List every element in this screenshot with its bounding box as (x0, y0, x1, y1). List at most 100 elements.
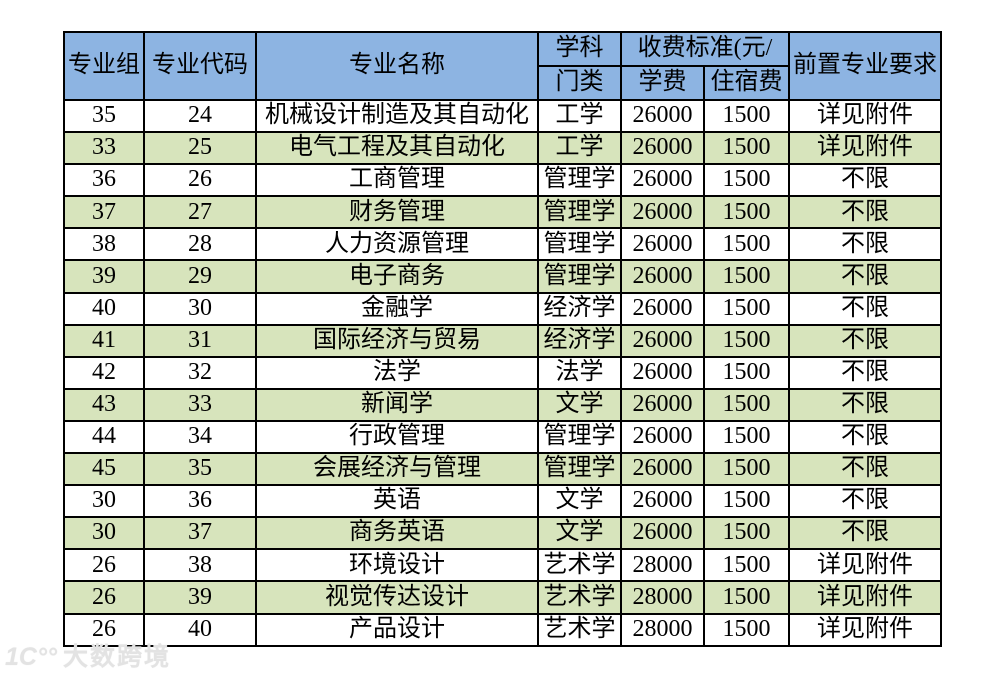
cell-major-group: 30 (63, 516, 145, 551)
cell-accommodation: 1500 (702, 387, 791, 422)
cell-subject-category: 管理学 (537, 227, 622, 262)
cell-major-code: 27 (143, 195, 257, 230)
header-row-2: 门类 学费 住宿费 (64, 65, 941, 101)
cell-prerequisite: 详见附件 (788, 98, 943, 134)
cell-prerequisite: 不限 (788, 355, 943, 390)
cell-tuition: 26000 (620, 163, 705, 198)
cell-major-name: 国际经济与贸易 (255, 323, 539, 358)
cell-prerequisite: 详见附件 (788, 612, 943, 647)
header-row-1: 专业组 专业代码 专业名称 学科 收费标准(元/ 前置专业要求 (63, 31, 943, 101)
cell-major-group: 40 (63, 291, 145, 326)
table-row: 41 31 国际经济与贸易 经济学 26000 1500 不限 (63, 323, 943, 358)
table-row: 39 29 电子商务 管理学 26000 1500 不限 (63, 259, 943, 294)
table-row: 30 36 英语 文学 26000 1500 不限 (63, 484, 943, 519)
cell-major-group: 26 (63, 580, 145, 615)
header-fee-standard: 收费标准(元/ (619, 31, 791, 67)
cell-major-group: 26 (63, 548, 145, 583)
table-row: 33 25 电气工程及其自动化 工学 26000 1500 详见附件 (63, 131, 943, 166)
cell-accommodation: 1500 (702, 355, 791, 390)
cell-major-code: 34 (143, 419, 257, 455)
cell-accommodation: 1500 (702, 227, 791, 262)
cell-major-name: 英语 (255, 484, 539, 519)
cell-subject-category: 工学 (537, 131, 622, 166)
cell-subject-category: 经济学 (537, 323, 622, 358)
cell-prerequisite: 不限 (788, 387, 943, 422)
cell-major-code: 24 (143, 98, 257, 134)
cell-major-name: 产品设计 (255, 612, 539, 647)
cell-major-name: 会展经济与管理 (255, 452, 539, 487)
cell-major-name: 财务管理 (255, 195, 539, 230)
table-row: 43 33 新闻学 文学 26000 1500 不限 (63, 387, 943, 422)
cell-major-group: 43 (63, 387, 145, 422)
cell-major-name: 金融学 (255, 291, 539, 326)
majors-fee-table: 专业组 专业代码 专业名称 学科 收费标准(元/ 前置专业要求 门类 学费 住宿… (63, 31, 943, 647)
cell-accommodation: 1500 (702, 323, 791, 358)
cell-accommodation: 1500 (702, 259, 791, 294)
table-row: 40 30 金融学 经济学 26000 1500 不限 (63, 291, 943, 326)
cell-tuition: 26000 (620, 131, 705, 166)
cell-prerequisite: 不限 (788, 227, 943, 262)
cell-accommodation: 1500 (702, 131, 791, 166)
cell-prerequisite: 不限 (788, 516, 943, 551)
cell-subject-category: 文学 (537, 516, 622, 551)
header-prerequisite: 前置专业要求 (788, 31, 943, 101)
watermark-logo-icon: 1C°° (5, 643, 57, 671)
header-major-group: 专业组 (63, 31, 145, 101)
cell-major-name: 商务英语 (255, 516, 539, 551)
cell-accommodation: 1500 (702, 291, 791, 326)
cell-prerequisite: 不限 (788, 195, 943, 230)
table-row: 45 35 会展经济与管理 管理学 26000 1500 不限 (63, 452, 943, 487)
cell-subject-category: 经济学 (537, 291, 622, 326)
table-row: 35 24 机械设计制造及其自动化 工学 26000 1500 详见附件 (63, 98, 943, 134)
cell-major-group: 33 (63, 131, 145, 166)
cell-subject-category: 法学 (537, 355, 622, 390)
cell-tuition: 26000 (620, 452, 705, 487)
cell-prerequisite: 详见附件 (788, 548, 943, 583)
cell-accommodation: 1500 (702, 612, 791, 647)
cell-major-code: 25 (143, 131, 257, 166)
cell-major-name: 视觉传达设计 (255, 580, 539, 615)
cell-tuition: 28000 (620, 548, 705, 583)
table-row: 37 27 财务管理 管理学 26000 1500 不限 (63, 195, 943, 230)
cell-major-code: 33 (143, 387, 257, 422)
table-row: 38 28 人力资源管理 管理学 26000 1500 不限 (63, 227, 943, 262)
cell-tuition: 26000 (620, 516, 705, 551)
table-row: 26 38 环境设计 艺术学 28000 1500 详见附件 (63, 548, 943, 583)
cell-major-code: 30 (143, 291, 257, 326)
cell-tuition: 26000 (620, 355, 705, 390)
cell-major-code: 31 (143, 323, 257, 358)
cell-tuition: 26000 (620, 227, 705, 262)
cell-tuition: 26000 (620, 195, 705, 230)
cell-subject-category: 艺术学 (537, 548, 622, 583)
cell-major-group: 45 (63, 452, 145, 487)
header-accommodation: 住宿费 (702, 65, 791, 101)
cell-tuition: 26000 (620, 387, 705, 422)
table-row: 26 39 视觉传达设计 艺术学 28000 1500 详见附件 (63, 580, 943, 615)
cell-major-group: 44 (63, 419, 145, 455)
cell-major-code: 28 (143, 227, 257, 262)
cell-accommodation: 1500 (702, 484, 791, 519)
header-major-code: 专业代码 (143, 31, 257, 101)
cell-major-name: 环境设计 (255, 548, 539, 583)
cell-accommodation: 1500 (702, 419, 791, 455)
cell-prerequisite: 不限 (788, 452, 943, 487)
cell-major-name: 人力资源管理 (255, 227, 539, 262)
cell-tuition: 28000 (620, 580, 705, 615)
cell-tuition: 26000 (620, 291, 705, 326)
cell-prerequisite: 详见附件 (788, 131, 943, 166)
table-row: 30 37 商务英语 文学 26000 1500 不限 (63, 516, 943, 551)
cell-major-group: 26 (63, 612, 145, 647)
cell-subject-category: 文学 (537, 387, 622, 422)
table-row: 42 32 法学 法学 26000 1500 不限 (63, 355, 943, 390)
cell-major-name: 工商管理 (255, 163, 539, 198)
cell-major-code: 40 (143, 612, 257, 647)
cell-subject-category: 艺术学 (537, 580, 622, 615)
cell-major-group: 41 (63, 323, 145, 358)
cell-major-code: 32 (143, 355, 257, 390)
cell-prerequisite: 不限 (788, 163, 943, 198)
table-row: 36 26 工商管理 管理学 26000 1500 不限 (63, 163, 943, 198)
cell-major-name: 电气工程及其自动化 (255, 131, 539, 166)
cell-major-group: 37 (63, 195, 145, 230)
cell-tuition: 26000 (620, 323, 705, 358)
